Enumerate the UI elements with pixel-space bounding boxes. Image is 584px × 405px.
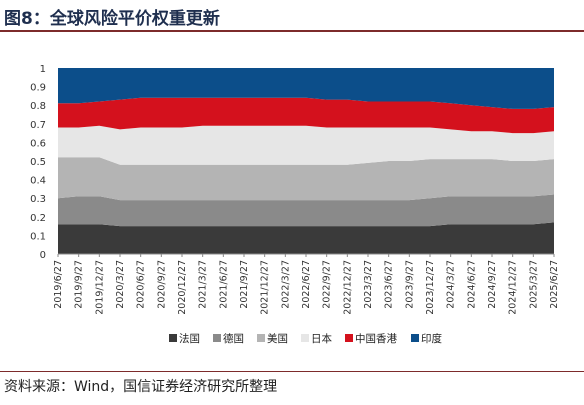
x-tick-label: 2021/12/27 xyxy=(260,260,271,315)
legend-label-3: 日本 xyxy=(311,332,332,345)
x-tick-label: 2023/6/27 xyxy=(384,260,395,309)
legend-label-5: 印度 xyxy=(421,332,442,345)
x-tick-label: 2024/9/27 xyxy=(487,260,498,309)
legend-swatch-0 xyxy=(169,334,177,342)
y-tick-label: 0 xyxy=(40,250,46,261)
x-tick-label: 2020/9/27 xyxy=(156,260,167,309)
x-tick-label: 2019/12/27 xyxy=(94,260,105,315)
page-title: 图8：全球风险平价权重更新 xyxy=(4,9,220,29)
x-tick-label: 2023/3/27 xyxy=(363,260,374,309)
legend-swatch-5 xyxy=(411,334,419,342)
x-tick-label: 2024/3/27 xyxy=(446,260,457,309)
area-series-0 xyxy=(58,222,554,254)
legend-swatch-1 xyxy=(213,334,221,342)
x-tick-label: 2022/3/27 xyxy=(280,260,291,309)
area-series-2 xyxy=(58,157,554,201)
y-tick-label: 0.4 xyxy=(30,176,46,187)
x-tick-label: 2021/6/27 xyxy=(218,260,229,309)
x-tick-label: 2021/9/27 xyxy=(239,260,250,309)
x-tick-label: 2025/6/27 xyxy=(549,260,560,309)
legend-label-2: 美国 xyxy=(267,332,288,345)
x-tick-label: 2024/6/27 xyxy=(466,260,477,309)
y-tick-label: 0.7 xyxy=(30,120,46,131)
source-note: 资料来源：Wind，国信证券经济研究所整理 xyxy=(4,379,278,395)
x-tick-label: 2022/12/27 xyxy=(342,260,353,315)
area-series-5 xyxy=(58,68,554,109)
title-divider xyxy=(0,30,584,32)
source-divider xyxy=(0,371,584,372)
y-tick-label: 0.6 xyxy=(30,138,46,149)
area-series-3 xyxy=(58,125,554,165)
x-tick-label: 2023/12/27 xyxy=(425,260,436,315)
x-tick-label: 2020/3/27 xyxy=(115,260,126,309)
y-tick-label: 0.3 xyxy=(30,194,46,205)
stacked-area-chart: 00.10.20.30.40.50.60.70.80.91 2019/6/27 2… xyxy=(30,64,560,345)
legend-label-0: 法国 xyxy=(179,332,200,345)
area-series-1 xyxy=(58,194,554,227)
legend-swatch-3 xyxy=(301,334,309,342)
x-tick-label: 2021/3/27 xyxy=(198,260,209,309)
y-tick-label: 0.8 xyxy=(30,101,46,112)
plot-area xyxy=(58,68,554,254)
x-tick-label: 2022/9/27 xyxy=(322,260,333,309)
y-axis: 0 0.1 0.2 0.3 0.4 0.5 0.6 0.7 0.8 0.9 1 xyxy=(30,64,46,261)
legend-label-4: 中国香港 xyxy=(355,332,397,345)
y-tick-label: 0.5 xyxy=(30,157,46,168)
x-tick-label: 2020/6/27 xyxy=(136,260,147,309)
area-series-4 xyxy=(58,97,554,134)
x-tick-label: 2022/6/27 xyxy=(301,260,312,309)
y-tick-label: 0.1 xyxy=(30,231,46,242)
x-tick-label: 2024/12/27 xyxy=(508,260,519,315)
legend: 法国 德国 美国 日本 中国香港 印度 xyxy=(169,332,442,345)
legend-swatch-4 xyxy=(345,334,353,342)
x-tick-label: 2023/9/27 xyxy=(404,260,415,309)
y-tick-label: 0.9 xyxy=(30,83,46,94)
x-tick-label: 2025/3/27 xyxy=(528,260,539,309)
x-axis: 2019/6/27 2019/9/27 2019/12/27 2020/3/27 202… xyxy=(53,253,560,315)
x-tick-label: 2020/12/27 xyxy=(177,260,188,315)
y-tick-label: 1 xyxy=(40,64,46,75)
legend-label-1: 德国 xyxy=(223,332,244,345)
x-tick-label: 2019/9/27 xyxy=(74,260,85,309)
x-tick-label: 2019/6/27 xyxy=(53,260,64,309)
legend-swatch-2 xyxy=(257,334,265,342)
y-tick-label: 0.2 xyxy=(30,213,46,224)
